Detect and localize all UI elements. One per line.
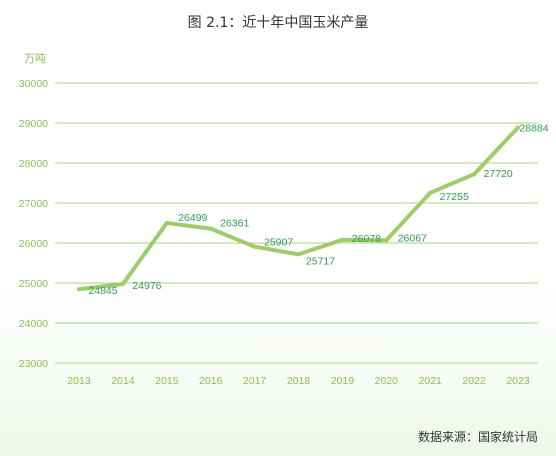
x-tick-label: 2018 bbox=[287, 375, 311, 387]
x-tick-label: 2017 bbox=[243, 375, 267, 387]
data-point bbox=[296, 252, 301, 257]
data-point bbox=[252, 244, 257, 249]
x-tick-label: 2015 bbox=[155, 375, 179, 387]
data-label: 26078 bbox=[352, 233, 381, 245]
data-label: 27255 bbox=[440, 191, 469, 203]
y-tick-label: 29000 bbox=[19, 118, 48, 130]
chart-title: 图 2.1：近十年中国玉米产量 bbox=[187, 15, 369, 31]
y-tick-label: 25000 bbox=[19, 278, 48, 290]
data-label: 28884 bbox=[519, 123, 548, 135]
x-tick-label: 2021 bbox=[419, 375, 443, 387]
y-axis-unit-label: 万吨 bbox=[24, 52, 46, 65]
data-point bbox=[384, 238, 389, 243]
x-tick-label: 2023 bbox=[506, 375, 530, 387]
y-tick-label: 26000 bbox=[19, 238, 48, 250]
y-tick-label: 23000 bbox=[19, 358, 48, 370]
x-tick-label: 2022 bbox=[462, 375, 486, 387]
y-tick-label: 28000 bbox=[19, 158, 48, 170]
data-point bbox=[77, 287, 81, 292]
series-line bbox=[77, 125, 520, 292]
data-point bbox=[428, 190, 433, 195]
y-tick-label: 24000 bbox=[19, 318, 48, 330]
data-point bbox=[340, 237, 345, 242]
data-label: 25907 bbox=[264, 237, 293, 249]
data-point bbox=[208, 226, 213, 231]
x-tick-label: 2016 bbox=[199, 375, 223, 387]
y-tick-label: 27000 bbox=[19, 198, 48, 210]
x-tick-label: 2019 bbox=[331, 375, 355, 387]
data-label: 24845 bbox=[88, 285, 117, 297]
data-label: 24976 bbox=[132, 280, 161, 292]
x-tick-label: 2013 bbox=[67, 375, 91, 387]
data-label: 25717 bbox=[306, 255, 335, 267]
y-tick-label: 30000 bbox=[19, 78, 48, 90]
data-point bbox=[120, 281, 125, 286]
data-point bbox=[164, 221, 169, 226]
data-label: 26067 bbox=[398, 232, 427, 244]
x-tick-label: 2014 bbox=[111, 375, 135, 387]
data-source-note: 数据来源：国家统计局 bbox=[417, 430, 538, 444]
data-label: 27720 bbox=[483, 168, 512, 180]
data-label: 26361 bbox=[220, 218, 249, 230]
data-point bbox=[472, 172, 477, 177]
x-tick-label: 2020 bbox=[375, 375, 399, 387]
data-point bbox=[516, 125, 520, 130]
data-label: 26499 bbox=[178, 212, 207, 224]
